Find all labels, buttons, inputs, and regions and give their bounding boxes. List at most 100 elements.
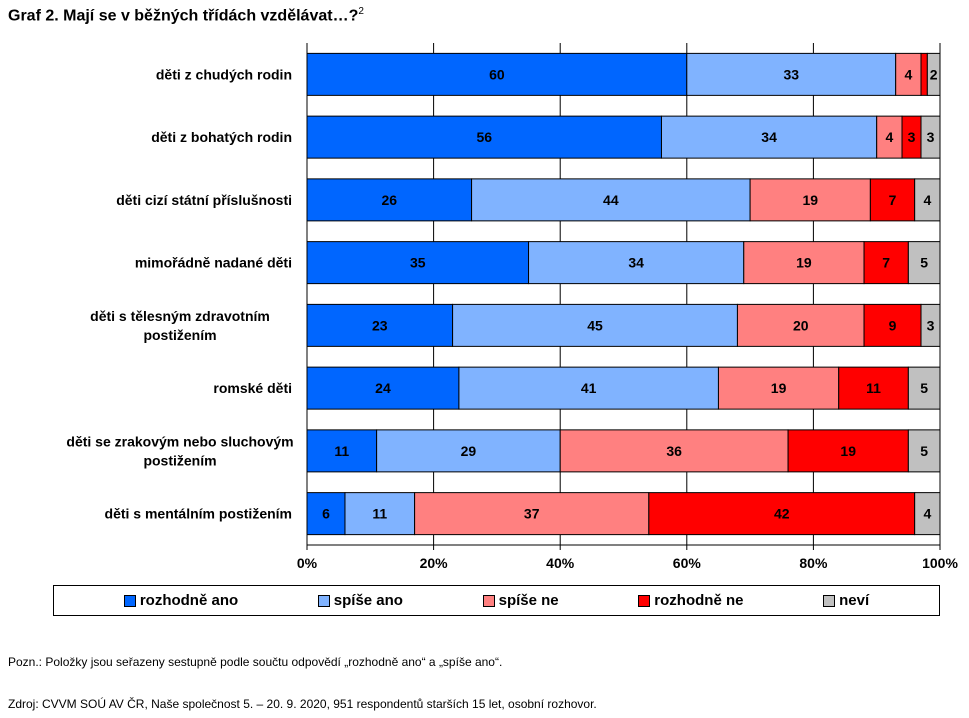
x-tick-label: 80% (799, 555, 828, 571)
data-label: 7 (882, 255, 890, 271)
data-label: 45 (587, 317, 603, 333)
legend-label: spíše ne (498, 592, 559, 609)
bar-segment (306, 366, 460, 410)
bar-segment (306, 303, 454, 347)
x-tick-label: 0% (297, 555, 318, 571)
data-label: 41 (581, 380, 597, 396)
data-label: 4 (923, 506, 931, 522)
x-tick-label: 100% (922, 555, 958, 571)
category-label: děti z bohatých rodin (151, 129, 292, 145)
data-label: 11 (372, 506, 387, 522)
legend-swatch (482, 594, 495, 607)
chart-title-text: Graf 2. Mají se v běžných třídách vzdělá… (8, 7, 359, 25)
data-label: 60 (489, 66, 505, 82)
data-label: 3 (927, 129, 935, 145)
data-label: 6 (322, 506, 330, 522)
data-label: 19 (840, 443, 856, 459)
bar-segment (306, 52, 688, 96)
data-label: 19 (802, 192, 818, 208)
data-label: 23 (372, 317, 388, 333)
legend-label: rozhodně ano (139, 592, 239, 609)
data-label: 34 (761, 129, 777, 145)
legend-swatch (823, 594, 836, 607)
data-label: 26 (382, 192, 398, 208)
legend-item: spíše ne (482, 592, 559, 609)
data-label: 4 (885, 129, 893, 145)
bar-segment (376, 429, 561, 473)
bar-segment (306, 492, 346, 536)
data-label: 20 (793, 317, 809, 333)
chart-title: Graf 2. Mají se v běžných třídách vzdělá… (8, 6, 364, 25)
data-label: 36 (666, 443, 682, 459)
data-label: 35 (410, 255, 426, 271)
bar-segment (743, 241, 865, 285)
data-label: 44 (603, 192, 619, 208)
legend-swatch (638, 594, 651, 607)
bar-segment (863, 241, 909, 285)
legend-item: neví (823, 592, 869, 609)
bar-segment (838, 366, 909, 410)
data-label: 4 (904, 66, 912, 82)
x-tick-label: 20% (420, 555, 449, 571)
bar-segment (869, 178, 916, 222)
category-label: mimořádně nadané děti (135, 255, 292, 271)
data-label: 11 (334, 443, 349, 459)
data-label: 5 (920, 380, 928, 396)
data-label: 3 (927, 317, 935, 333)
legend-item: spíše ano (317, 592, 403, 609)
legend-item: rozhodně ne (638, 592, 743, 609)
data-label: 37 (524, 506, 540, 522)
bar-segment (452, 303, 738, 347)
data-label: 24 (375, 380, 391, 396)
bar-segment (749, 178, 871, 222)
data-label: 5 (920, 255, 928, 271)
bar-segment (920, 52, 928, 96)
data-label: 7 (889, 192, 897, 208)
bar-segment (306, 429, 378, 473)
data-label: 9 (889, 317, 897, 333)
data-label: 34 (628, 255, 644, 271)
legend-label: neví (839, 592, 870, 609)
bar-segment (907, 366, 941, 410)
bar-segment (648, 492, 916, 536)
bar-segment (306, 115, 662, 159)
legend-label: spíše ano (333, 592, 403, 609)
data-label: 2 (930, 66, 938, 82)
bar-segment (926, 52, 941, 96)
x-tick-label: 40% (546, 555, 575, 571)
category-label: děti cizí státní příslušnosti (116, 192, 292, 208)
data-label: 19 (796, 255, 812, 271)
data-label: 3 (908, 129, 916, 145)
data-label: 5 (920, 443, 928, 459)
bar-segment (876, 115, 903, 159)
data-label: 42 (774, 506, 790, 522)
x-tick-label: 60% (673, 555, 702, 571)
category-label: děti s tělesným zdravotním postižením (90, 308, 270, 343)
title-footnote-mark: 2 (358, 6, 364, 17)
data-label: 19 (771, 380, 787, 396)
bar-segment (736, 303, 865, 347)
bar-segment (863, 303, 922, 347)
bar-segment (895, 52, 922, 96)
bar-segment (306, 241, 530, 285)
data-label: 56 (476, 129, 492, 145)
data-label: 4 (923, 192, 931, 208)
bar-segment (787, 429, 909, 473)
bar-segment (907, 241, 941, 285)
bar-segment (920, 303, 941, 347)
bar-segment (914, 492, 941, 536)
category-label: děti s mentálním postižením (105, 506, 292, 522)
category-label: děti se zrakovým nebo sluchovým postižení… (66, 433, 293, 468)
bar-segment (907, 429, 941, 473)
bar-segment (306, 178, 473, 222)
legend-swatch (317, 594, 330, 607)
legend-swatch (123, 594, 136, 607)
category-label: děti z chudých rodin (156, 66, 292, 82)
bar-segment (914, 178, 941, 222)
chart-source: Zdroj: CVVM SOÚ AV ČR, Naše společnost 5… (8, 697, 597, 711)
data-label: 29 (461, 443, 477, 459)
bar-segment (528, 241, 745, 285)
legend-item: rozhodně ano (123, 592, 239, 609)
bar-segment (717, 366, 840, 410)
